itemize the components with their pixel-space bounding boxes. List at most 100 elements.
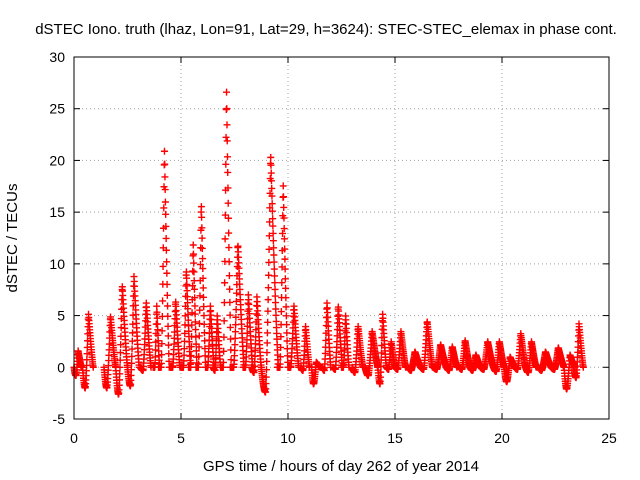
data-point	[213, 328, 221, 336]
data-point	[192, 333, 200, 341]
data-point	[224, 168, 232, 176]
data-point	[269, 229, 277, 237]
data-point	[219, 358, 227, 366]
data-point	[322, 336, 330, 344]
data-point	[158, 340, 166, 348]
data-point	[280, 235, 288, 243]
data-point	[226, 311, 234, 319]
data-point	[272, 324, 280, 332]
data-point	[128, 345, 136, 353]
y-tick-label: 10	[49, 256, 65, 272]
data-point	[164, 322, 172, 330]
data-point	[270, 251, 278, 259]
data-point	[272, 305, 280, 313]
data-points	[70, 88, 587, 398]
data-point	[225, 229, 233, 237]
data-point	[243, 342, 251, 350]
data-point	[157, 359, 165, 367]
data-point	[187, 352, 195, 360]
data-point	[189, 250, 197, 258]
data-point	[284, 352, 292, 360]
data-point	[165, 357, 173, 365]
data-point	[200, 329, 208, 337]
data-point	[251, 346, 259, 354]
y-tick-label: 5	[57, 308, 65, 324]
data-point	[170, 340, 178, 348]
data-point	[269, 237, 277, 245]
data-point	[321, 349, 329, 357]
data-point	[282, 303, 290, 311]
data-point	[220, 333, 228, 341]
data-point	[182, 282, 190, 290]
data-point	[283, 337, 291, 345]
data-point	[225, 258, 233, 266]
data-point	[159, 297, 167, 305]
x-tick-label: 20	[494, 430, 510, 446]
data-point	[161, 173, 169, 181]
data-point	[191, 310, 199, 318]
data-point	[196, 306, 204, 314]
data-point	[201, 345, 209, 353]
data-point	[262, 366, 270, 374]
data-point	[264, 296, 272, 304]
data-point	[127, 366, 135, 374]
data-point	[161, 186, 169, 194]
data-point	[233, 289, 241, 297]
data-point	[279, 193, 287, 201]
data-point	[152, 346, 160, 354]
data-point	[265, 245, 273, 253]
data-point	[192, 347, 200, 355]
y-axis-label: dSTEC / TECUs	[4, 184, 21, 293]
y-tick-label: 20	[49, 152, 65, 168]
data-point	[223, 137, 231, 145]
x-tick-label: 25	[601, 430, 617, 446]
data-point	[191, 302, 199, 310]
data-point	[151, 353, 159, 361]
y-tick-label: 0	[57, 359, 65, 375]
data-point	[267, 177, 275, 185]
data-point	[189, 267, 197, 275]
data-point	[266, 218, 274, 226]
data-point	[271, 292, 279, 300]
data-point	[280, 214, 288, 222]
data-point	[277, 343, 285, 351]
data-point	[272, 299, 280, 307]
data-point	[267, 161, 275, 169]
data-point	[160, 147, 168, 155]
data-point	[225, 272, 233, 280]
data-point	[89, 363, 97, 371]
data-point	[271, 272, 279, 280]
data-point	[268, 207, 276, 215]
data-point	[116, 370, 124, 378]
data-point	[115, 376, 123, 384]
data-point	[163, 291, 171, 299]
data-point	[221, 279, 229, 287]
data-point	[226, 323, 234, 331]
data-point	[183, 274, 191, 282]
data-point	[272, 317, 280, 325]
data-point	[224, 214, 232, 222]
data-point	[265, 232, 273, 240]
data-point	[263, 329, 271, 337]
data-point	[162, 222, 170, 230]
data-point	[153, 308, 161, 316]
data-point	[162, 234, 170, 242]
data-point	[187, 343, 195, 351]
data-point	[283, 329, 291, 337]
data-point	[223, 88, 231, 96]
data-point	[161, 160, 169, 168]
data-point	[201, 352, 209, 360]
data-point	[220, 347, 228, 355]
data-point	[279, 229, 287, 237]
y-tick-label: 25	[49, 101, 65, 117]
data-point	[270, 244, 278, 252]
data-point	[263, 357, 271, 365]
data-point	[579, 363, 587, 371]
data-point	[158, 327, 166, 335]
data-point	[281, 245, 289, 253]
data-point	[201, 337, 209, 345]
data-point	[222, 160, 230, 168]
data-point	[196, 261, 204, 269]
y-tick-label: 30	[49, 49, 65, 65]
data-point	[224, 184, 232, 192]
